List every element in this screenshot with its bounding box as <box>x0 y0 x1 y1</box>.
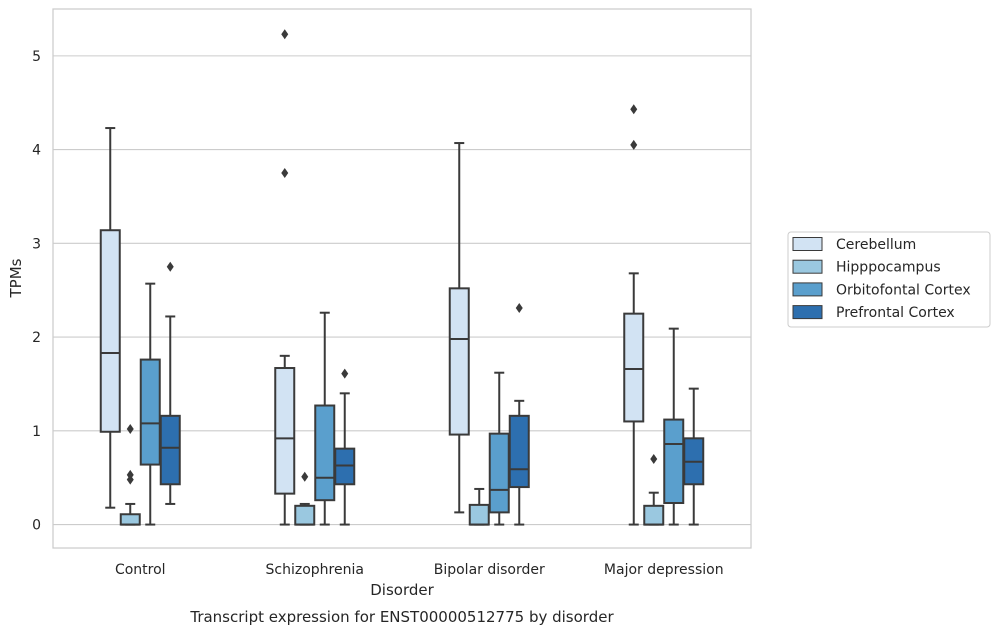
box-hipppocampus <box>119 423 141 526</box>
box-hipppocampus <box>468 487 490 526</box>
box-cerebellum <box>623 104 645 526</box>
y-axis-label: TPMs <box>7 258 25 298</box>
x-tick-label: Schizophrenia <box>266 562 364 578</box>
iqr-box <box>139 358 161 466</box>
legend-swatch <box>792 259 823 274</box>
legend-label: Orbitofontal Cortex <box>836 282 971 298</box>
box-cerebellum <box>448 142 470 514</box>
legend-swatch <box>792 237 823 251</box>
box-orbitofontal-cortex <box>488 371 510 526</box>
box-hipppocampus <box>294 471 316 526</box>
outlier-point <box>281 29 289 40</box>
legend-swatch <box>792 282 823 297</box>
legend-frame <box>787 231 991 328</box>
legend: Cerebellum Hipppocampus Orbitofontal Corte… <box>787 231 991 328</box>
x-tick-labels: Control Schizophrenia Bipolar disorder Majo… <box>115 562 724 578</box>
chart-caption: Transcript expression for ENST0000051277… <box>189 608 614 626</box>
box-hipppocampus <box>643 453 665 526</box>
iqr-box <box>119 513 141 526</box>
box-orbitofontal-cortex <box>314 311 336 526</box>
box-orbitofontal-cortex <box>663 327 685 526</box>
x-tick-label: Major depression <box>604 562 724 578</box>
iqr-box <box>643 504 665 526</box>
box-cerebellum <box>274 29 296 526</box>
outlier-point <box>126 469 134 480</box>
iqr-box <box>508 414 530 489</box>
box-groups <box>99 29 705 526</box>
y-tick-label: 4 <box>32 143 41 159</box>
y-tick-label: 3 <box>32 236 41 252</box>
outlier-point <box>630 104 638 115</box>
x-tick-label: Control <box>115 562 166 578</box>
outlier-point <box>341 368 349 379</box>
y-tick-label: 1 <box>32 424 41 440</box>
y-tick-labels: 0 1 2 3 4 5 <box>32 49 41 534</box>
y-tick-label: 5 <box>32 49 41 65</box>
iqr-box <box>274 367 296 495</box>
legend-label: Prefrontal Cortex <box>836 305 955 321</box>
outlier-point <box>126 423 134 434</box>
box-prefrontal-cortex <box>334 368 356 526</box>
outlier-point <box>630 139 638 150</box>
box-cerebellum <box>99 127 121 509</box>
box-prefrontal-cortex <box>683 387 705 526</box>
legend-label: Hipppocampus <box>836 260 941 276</box>
outlier-point <box>281 168 289 179</box>
outlier-point <box>301 471 309 482</box>
outlier-point <box>515 303 523 314</box>
iqr-box <box>663 418 685 505</box>
legend-swatch <box>792 305 823 320</box>
box-orbitofontal-cortex <box>139 282 161 526</box>
iqr-box <box>159 414 181 486</box>
iqr-box <box>99 229 121 433</box>
x-axis-label: Disorder <box>370 581 434 599</box>
y-tick-label: 0 <box>32 518 41 534</box>
legend-label: Cerebellum <box>836 237 916 253</box>
outlier-point <box>650 453 658 464</box>
iqr-box <box>314 404 336 502</box>
box-prefrontal-cortex <box>508 303 530 526</box>
y-tick-label: 2 <box>32 330 41 346</box>
outlier-point <box>166 261 174 272</box>
x-tick-label: Bipolar disorder <box>434 562 545 578</box>
iqr-box <box>448 287 470 436</box>
plot-frame <box>52 8 752 549</box>
iqr-box <box>623 312 645 423</box>
legend-items: Cerebellum Hipppocampus Orbitofontal Corte… <box>792 237 971 321</box>
iqr-box <box>468 503 490 526</box>
iqr-box <box>488 432 510 514</box>
box-prefrontal-cortex <box>159 261 181 505</box>
iqr-box <box>294 504 316 526</box>
